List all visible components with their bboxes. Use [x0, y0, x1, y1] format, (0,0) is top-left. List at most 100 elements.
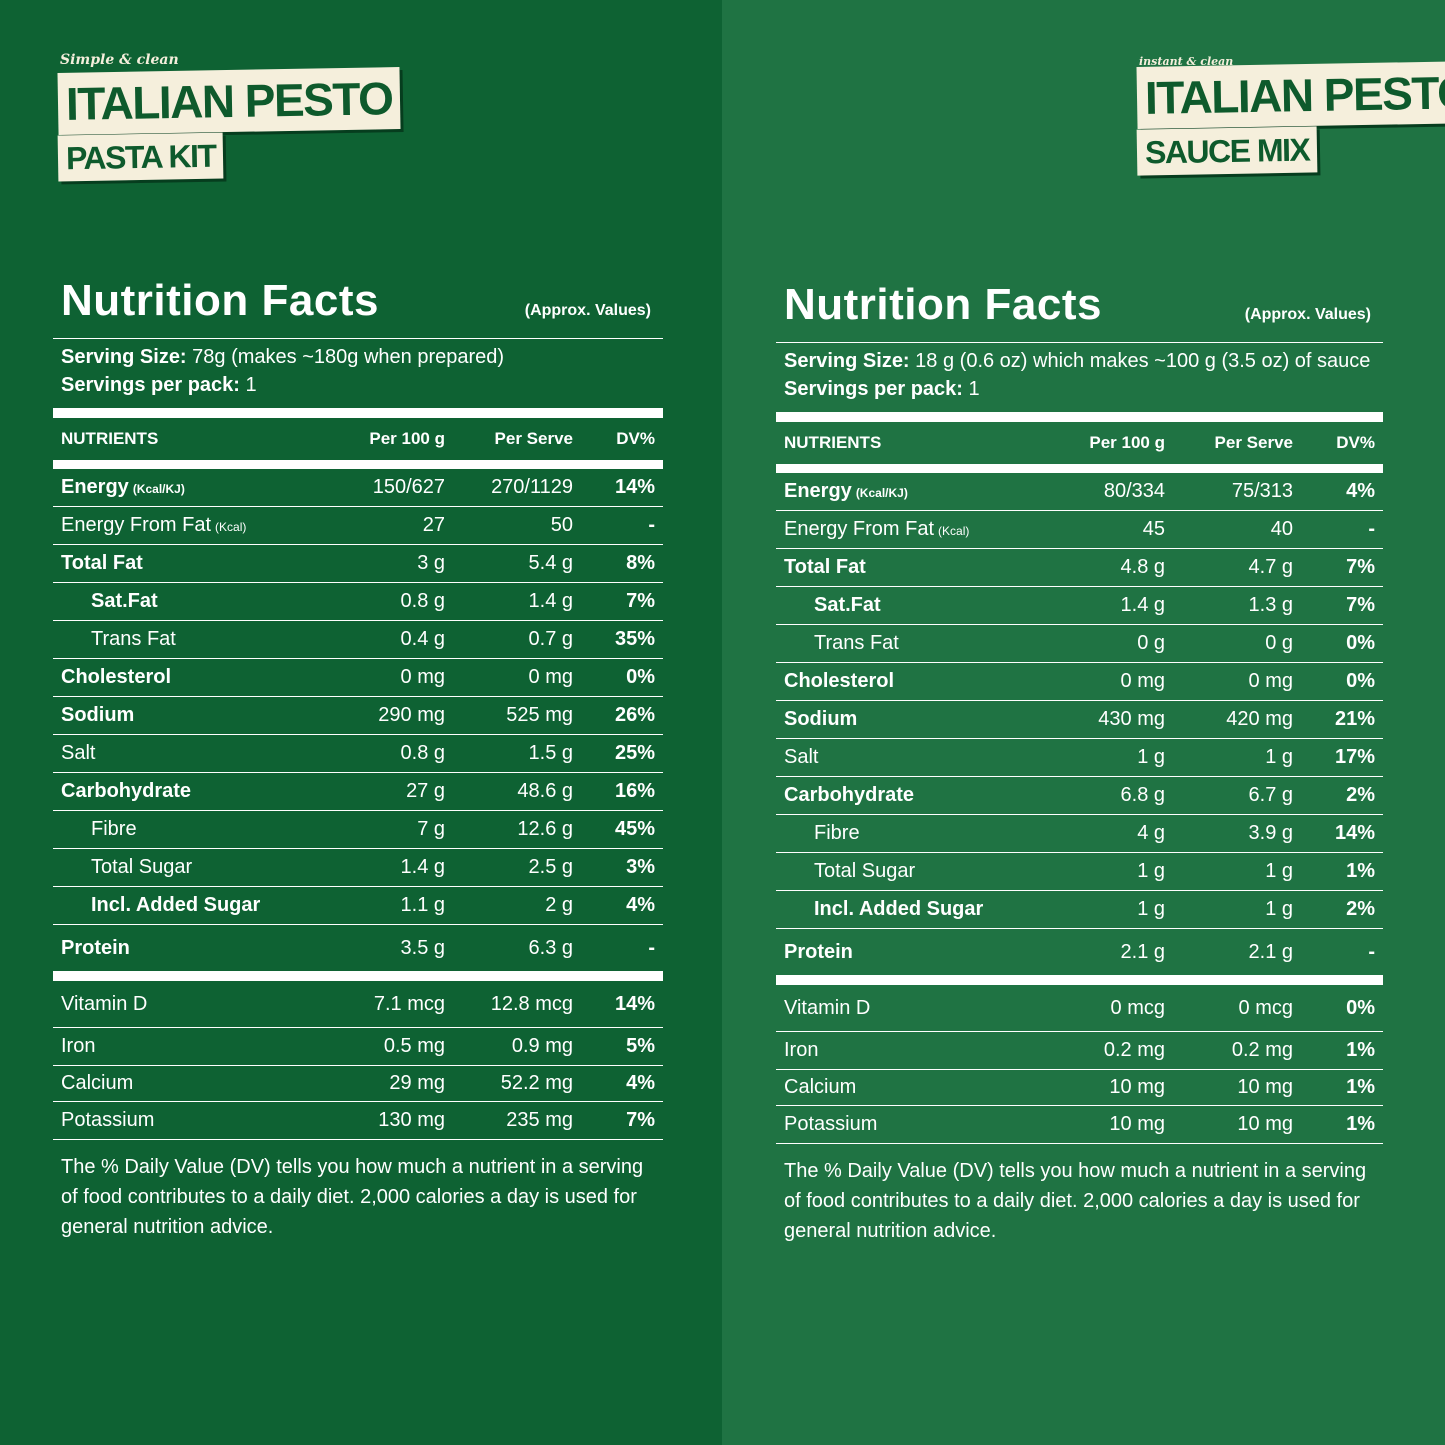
- per-100g: 3.5 g: [400, 936, 445, 959]
- nutrient-name: Trans Fat: [53, 628, 663, 651]
- per-100g: 290 mg: [378, 704, 445, 726]
- per-100g: 0.2 mg: [1103, 1039, 1165, 1061]
- servings-label: Servings per pack:: [61, 374, 240, 396]
- per-serve: 5.4 g: [528, 552, 573, 574]
- per-100g: 29 mg: [389, 1072, 445, 1094]
- nutrient-row: Sat.Fat 1.4 g 1.3 g 7%: [776, 587, 1383, 625]
- nutrient-label: Energy: [784, 480, 852, 502]
- daily-value: 1%: [1346, 1076, 1375, 1098]
- nutrient-name: Incl. Added Sugar: [776, 898, 1383, 921]
- nutrient-note: (Kcal): [938, 524, 970, 538]
- daily-value: 17%: [1334, 746, 1375, 768]
- nutrient-label: Carbohydrate: [784, 784, 915, 806]
- nutrient-note: (Kcal/KJ): [855, 486, 908, 500]
- nutrition-panel: Nutrition Facts (Approx. Values) Serving S…: [53, 272, 663, 1242]
- nutrient-row: Vitamin D 7.1 mcg 12.8 mcg 14%: [53, 981, 663, 1028]
- nutrient-label: Total Fat: [784, 556, 866, 578]
- nutrient-row: Vitamin D 0 mcg 0 mcg 0%: [776, 985, 1383, 1032]
- per-100g: 130 mg: [378, 1109, 445, 1131]
- nutrient-name: Iron: [776, 1039, 1383, 1062]
- daily-value: 7%: [1346, 594, 1375, 616]
- nutrient-row: Iron 0.5 mg 0.9 mg 5%: [53, 1028, 663, 1066]
- panel: Simple & clean ITALIAN PESTO PASTA KIT Nutr…: [0, 0, 722, 1445]
- thick-rule: [776, 412, 1383, 422]
- daily-value: 14%: [614, 476, 655, 498]
- nutrient-row: Energy From Fat (Kcal) 27 50-: [53, 507, 663, 545]
- thick-rule: [53, 971, 663, 981]
- daily-value: 0%: [1346, 996, 1375, 1019]
- nutrient-row: Potassium 130 mg 235 mg 7%: [53, 1102, 663, 1140]
- nutrient-name: Iron: [53, 1035, 663, 1058]
- servings-label: Servings per pack:: [784, 378, 963, 400]
- per-100g: 4 g: [1137, 822, 1165, 844]
- nutrient-label: Sodium: [61, 704, 135, 726]
- nutrient-label: Protein: [61, 936, 130, 959]
- nutrient-label: Sodium: [784, 708, 858, 730]
- header-cell: Per 100 g: [369, 429, 445, 448]
- nutrient-label: Incl. Added Sugar: [91, 894, 261, 916]
- nutrient-label: Energy: [61, 476, 129, 498]
- daily-value: 14%: [614, 992, 655, 1015]
- thick-rule: [776, 464, 1383, 473]
- daily-value: 7%: [626, 1109, 655, 1131]
- daily-value: 1%: [1346, 860, 1375, 882]
- nutrient-note: (Kcal/KJ): [132, 482, 185, 496]
- per-serve: 10 mg: [1237, 1076, 1293, 1098]
- nutrient-name: Vitamin D: [53, 993, 663, 1016]
- nutrient-row: Iron 0.2 mg 0.2 mg 1%: [776, 1032, 1383, 1070]
- per-100g: 10 mg: [1109, 1076, 1165, 1098]
- nutrient-name: Potassium: [53, 1109, 663, 1132]
- nutrient-label: Iron: [61, 1035, 96, 1057]
- nutrient-row: Energy From Fat (Kcal) 45 40-: [776, 511, 1383, 549]
- servings: Servings per pack: 1: [61, 371, 663, 399]
- per-100g: 0.4 g: [400, 628, 445, 650]
- nutrient-name: Protein: [776, 941, 1383, 964]
- daily-value: 21%: [1334, 708, 1375, 730]
- per-serve: 1 g: [1265, 860, 1293, 882]
- per-serve: 0 mg: [528, 666, 573, 688]
- header-cell: Per 100 g: [1089, 433, 1165, 452]
- per-100g: 3 g: [417, 552, 445, 574]
- per-100g: 0 mg: [400, 666, 445, 688]
- daily-value: 45%: [614, 818, 655, 840]
- per-serve: 420 mg: [1226, 708, 1293, 730]
- nutrient-label: Total Fat: [61, 552, 143, 574]
- nutrient-label: Potassium: [784, 1113, 878, 1135]
- per-100g: 80/334: [1103, 480, 1165, 502]
- daily-value: 0%: [1346, 670, 1375, 692]
- approx: (Approx. Values): [524, 302, 651, 319]
- per-serve: 2.5 g: [528, 856, 573, 878]
- thick-rule: [53, 460, 663, 469]
- per-100g: 1.1 g: [400, 894, 445, 916]
- per-serve: 1.5 g: [528, 742, 573, 764]
- per-100g: 0.8 g: [400, 742, 445, 764]
- serving-size: Serving Size: 18 g (0.6 oz) which makes …: [784, 347, 1383, 375]
- per-serve: 525 mg: [506, 704, 573, 726]
- serving: Serving Size: 78g (makes ~180g when prep…: [53, 338, 663, 401]
- serving-size-value: 18 g (0.6 oz) which makes ~100 g (3.5 oz…: [915, 350, 1371, 372]
- title: Nutrition Facts: [784, 280, 1102, 329]
- panel: instant & clean ITALIAN PESTO SAUCE MIX Nut…: [722, 0, 1445, 1445]
- nutrient-row: Potassium 10 mg 10 mg 1%: [776, 1106, 1383, 1144]
- nutrient-row: Cholesterol 0 mg 0 mg 0%: [53, 659, 663, 697]
- nutrient-name: Sodium: [53, 704, 663, 727]
- daily-value: -: [1368, 518, 1375, 540]
- nutrient-label: Carbohydrate: [61, 780, 192, 802]
- per-serve: 1.3 g: [1248, 594, 1293, 616]
- nutrient-row: Total Sugar 1.4 g 2.5 g 3%: [53, 849, 663, 887]
- nutrient-row: Carbohydrate 6.8 g 6.7 g 2%: [776, 777, 1383, 815]
- per-100g: 27 g: [406, 780, 445, 802]
- daily-value: 4%: [626, 894, 655, 916]
- per-100g: 1 g: [1137, 898, 1165, 920]
- nutrient-label: Calcium: [784, 1076, 857, 1098]
- nutrient-name: Total Sugar: [53, 856, 663, 879]
- nutrient-name: Energy (Kcal/KJ): [776, 480, 1383, 503]
- daily-value: -: [648, 936, 655, 959]
- nutrient-name: Carbohydrate: [776, 784, 1383, 807]
- thick-rule: [53, 408, 663, 418]
- nutrient-row: Total Sugar 1 g 1 g 1%: [776, 853, 1383, 891]
- nutrient-label: Vitamin D: [61, 992, 148, 1015]
- per-serve: 12.6 g: [517, 818, 573, 840]
- nutrient-label: Total Sugar: [814, 860, 916, 882]
